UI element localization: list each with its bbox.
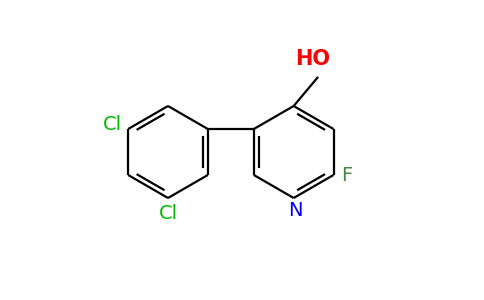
Text: Cl: Cl (158, 204, 178, 223)
Text: HO: HO (296, 49, 331, 69)
Text: F: F (342, 166, 353, 184)
Text: N: N (288, 201, 303, 220)
Text: Cl: Cl (103, 116, 122, 134)
